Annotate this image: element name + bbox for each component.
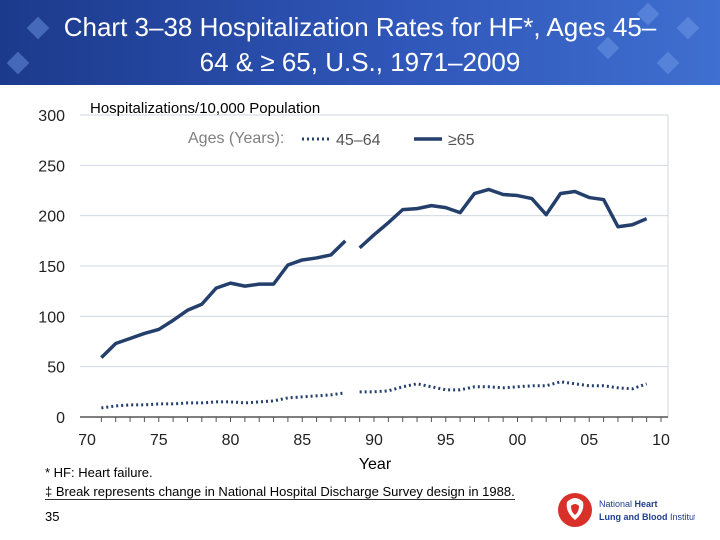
x-tick-label: 85 [293, 432, 311, 449]
footnote-break: ‡ Break represents change in National Ho… [45, 484, 515, 500]
x-axis-label: Year [359, 456, 392, 473]
y-tick-label: 300 [38, 108, 65, 125]
y-tick-label: 0 [56, 410, 65, 427]
footnote-hf: * HF: Heart failure. [45, 465, 153, 480]
svg-text:National Heart: National Heart [599, 499, 658, 509]
x-tick-label: 05 [580, 432, 598, 449]
title-bar: Chart 3–38 Hospitalization Rates for HF*… [0, 0, 720, 85]
y-tick-label: 150 [38, 259, 65, 276]
legend-label-65plus: ≥65 [448, 132, 475, 149]
x-tick-label: 80 [222, 432, 240, 449]
y-tick-label: 250 [38, 158, 65, 175]
chart-title: Chart 3–38 Hospitalization Rates for HF*… [63, 12, 657, 77]
svg-text:Lung and Blood Institute: Lung and Blood Institute [599, 512, 695, 522]
x-tick-label: 70 [78, 432, 96, 449]
legend-title: Ages (Years): [188, 130, 284, 147]
y-tick-label: 200 [38, 209, 65, 226]
x-tick-label: 00 [509, 432, 527, 449]
x-tick-label: 90 [365, 432, 383, 449]
y-axis-label: Hospitalizations/10,000 Population [90, 100, 320, 117]
x-tick-label: 10 [652, 432, 670, 449]
series-line-65plus-segment-2 [358, 187, 648, 250]
series-line-45-64-segment-1 [101, 391, 346, 410]
x-tick-label: 75 [150, 432, 168, 449]
y-tick-label: 100 [38, 309, 65, 326]
legend-label-45-64: 45–64 [336, 132, 381, 149]
page-number: 35 [45, 509, 60, 524]
x-tick-label: 95 [437, 432, 455, 449]
y-tick-label: 50 [47, 360, 65, 377]
nhlbi-logo: National Heart Lung and Blood Institute [555, 490, 702, 535]
series-line-65plus-segment-1 [100, 239, 347, 359]
